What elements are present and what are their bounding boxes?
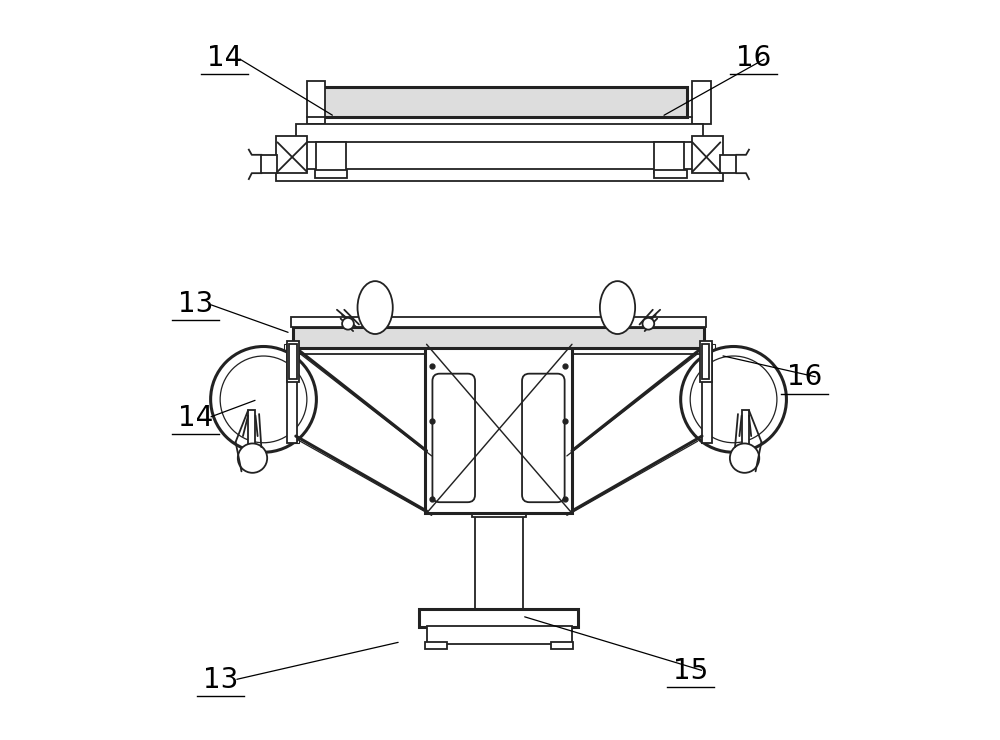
Bar [700, 340, 712, 382]
Text: 14: 14 [207, 44, 242, 72]
Bar [701, 344, 715, 443]
Bar [425, 642, 447, 649]
Bar [475, 512, 523, 609]
Circle shape [238, 443, 267, 473]
Bar [287, 340, 299, 382]
Bar [248, 411, 255, 451]
Bar [702, 344, 712, 443]
Bar [289, 343, 297, 379]
Circle shape [220, 356, 307, 443]
Text: 16: 16 [736, 44, 771, 72]
Bar [276, 169, 723, 181]
Bar [296, 124, 703, 142]
Text: 13: 13 [178, 290, 213, 318]
Bar [427, 625, 572, 644]
Bar [720, 155, 736, 173]
Bar [692, 136, 723, 173]
Bar [320, 87, 687, 117]
Text: 15: 15 [673, 657, 709, 685]
Ellipse shape [358, 281, 393, 334]
Text: 13: 13 [203, 666, 239, 694]
Text: 16: 16 [787, 363, 822, 391]
Bar [425, 344, 572, 514]
Bar [551, 642, 573, 649]
Bar [692, 81, 711, 124]
Circle shape [642, 318, 654, 329]
Text: 14: 14 [178, 404, 213, 431]
Circle shape [681, 346, 786, 452]
Circle shape [730, 443, 759, 473]
Bar [261, 155, 277, 173]
FancyBboxPatch shape [432, 374, 475, 502]
Bar [472, 510, 526, 517]
Bar [316, 142, 346, 173]
Circle shape [342, 318, 354, 329]
Bar [315, 170, 347, 178]
Bar [654, 142, 684, 173]
FancyBboxPatch shape [522, 374, 565, 502]
Bar [276, 136, 307, 173]
Bar [287, 344, 297, 443]
Bar [284, 344, 299, 443]
Circle shape [211, 346, 316, 452]
Bar [296, 346, 700, 354]
Bar [293, 327, 704, 348]
Circle shape [690, 356, 777, 443]
Bar [419, 609, 578, 627]
Bar [654, 170, 687, 178]
Bar [291, 317, 706, 327]
Bar [742, 411, 749, 451]
Ellipse shape [600, 281, 635, 334]
Bar [702, 343, 709, 379]
Bar [307, 81, 325, 124]
